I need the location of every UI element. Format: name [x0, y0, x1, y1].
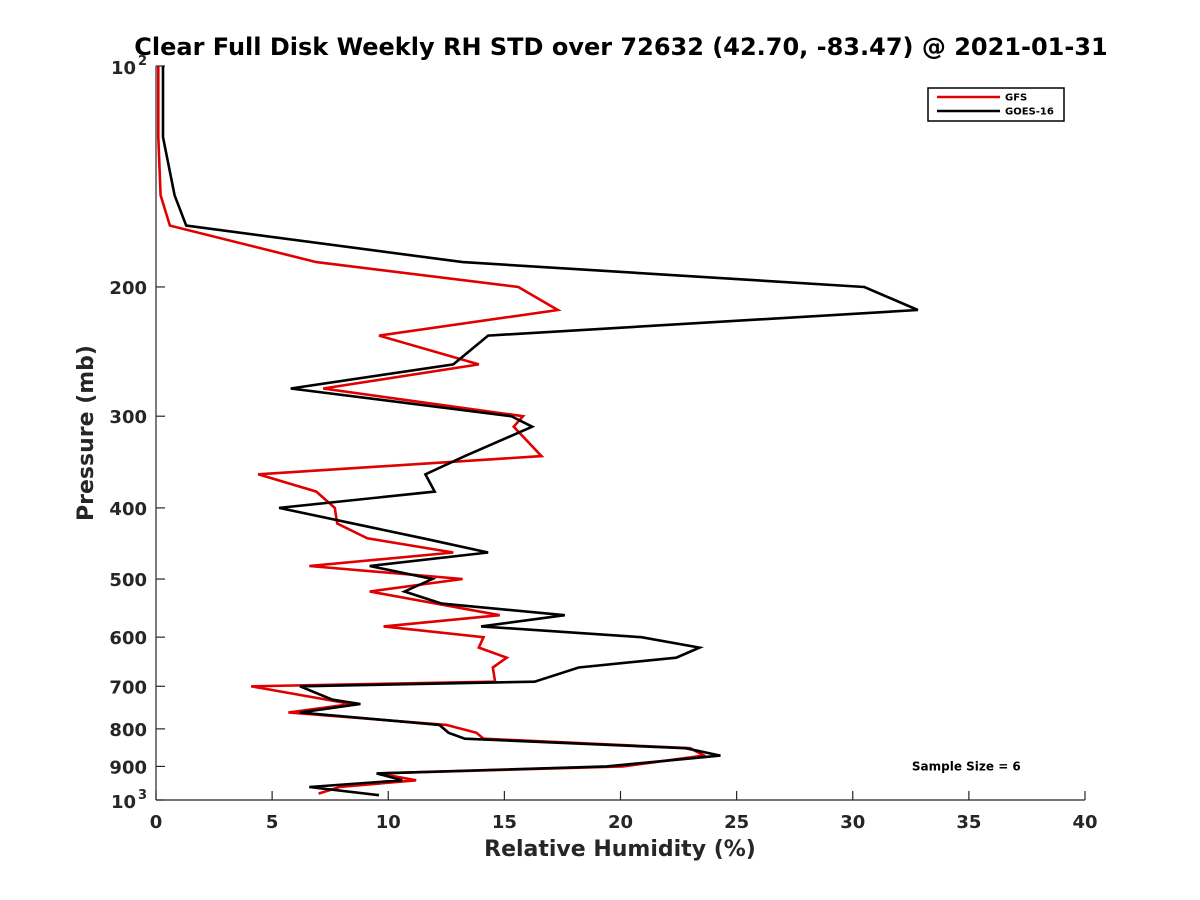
- x-axis-label: Relative Humidity (%): [484, 837, 756, 862]
- y-tick-label: 300: [109, 407, 147, 428]
- legend-box: [927, 87, 1065, 122]
- y-tick-label: 600: [109, 628, 147, 649]
- y-tick-label: 900: [109, 757, 147, 778]
- x-tick-label: 5: [266, 812, 279, 833]
- y-axis-label: Pressure (mb): [74, 345, 99, 521]
- x-tick-label: 15: [492, 812, 517, 833]
- y-tick-label: 700: [109, 677, 147, 698]
- x-tick-label: 40: [1072, 812, 1097, 833]
- legend-entry-label: GFS: [1005, 93, 1027, 104]
- y-tick-exponent: 3: [138, 788, 147, 803]
- x-tick-label: 35: [956, 812, 981, 833]
- x-tick-label: 30: [840, 812, 865, 833]
- legend-entry-label: GOES-16: [1005, 107, 1054, 118]
- series-layer: [157, 66, 919, 797]
- y-tick-label: 800: [109, 720, 147, 741]
- x-tick-label: 20: [608, 812, 633, 833]
- y-tick-exponent: 2: [138, 54, 147, 69]
- y-tick-label: 200: [109, 278, 147, 299]
- series-line-goes-16: [161, 66, 919, 797]
- legend: GFS GOES-16: [927, 87, 1065, 122]
- annotations: Sample Size = 6: [912, 759, 1021, 773]
- y-tick-label: 500: [109, 570, 147, 591]
- sample-size-annotation: Sample Size = 6: [912, 759, 1021, 773]
- y-tick-label: 400: [109, 499, 147, 520]
- y-tick-label: 10: [111, 792, 136, 813]
- y-tick-label: 10: [111, 58, 136, 79]
- x-tick-label: 25: [724, 812, 749, 833]
- x-tick-label: 0: [150, 812, 163, 833]
- x-tick-label: 10: [376, 812, 401, 833]
- chart-title: Clear Full Disk Weekly RH STD over 72632…: [134, 33, 1107, 61]
